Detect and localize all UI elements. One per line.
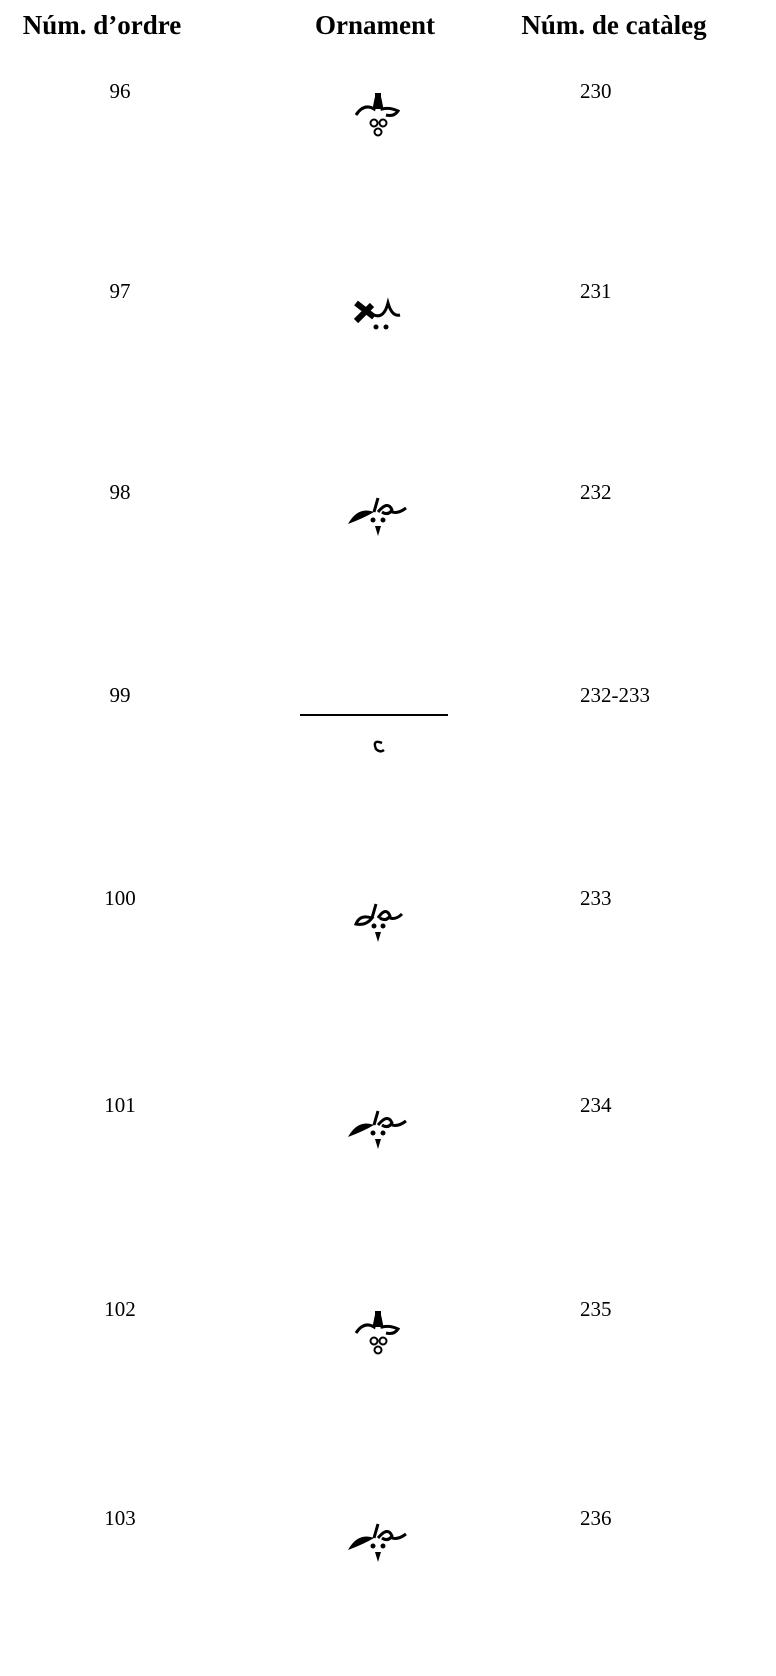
column-header: Núm. d’ordre [23, 10, 182, 40]
ornament [356, 303, 400, 330]
catalog-number: 231 [580, 279, 612, 303]
catalog-number: 235 [580, 1297, 612, 1321]
order-number: 97 [110, 279, 131, 303]
ornament [346, 1522, 408, 1564]
ornament [346, 1109, 408, 1151]
ornament [354, 902, 404, 944]
order-number: 98 [110, 480, 131, 504]
order-number: 96 [110, 79, 131, 103]
catalog-number: 234 [580, 1093, 612, 1117]
order-number: 102 [104, 1297, 136, 1321]
order-number: 99 [110, 683, 131, 707]
column-header: Núm. de catàleg [521, 10, 707, 40]
ornament [354, 1309, 400, 1355]
ornament [346, 496, 408, 538]
order-number: 100 [104, 886, 136, 910]
order-number: 101 [104, 1093, 136, 1117]
catalog-number: 232-233 [580, 683, 650, 707]
catalog-number: 236 [580, 1506, 612, 1530]
catalog-number: 232 [580, 480, 612, 504]
ornament [354, 91, 400, 137]
order-number: 103 [104, 1506, 136, 1530]
column-header: Ornament [315, 10, 435, 40]
catalog-number: 230 [580, 79, 612, 103]
ornament [298, 713, 450, 753]
catalog-number: 233 [580, 886, 612, 910]
